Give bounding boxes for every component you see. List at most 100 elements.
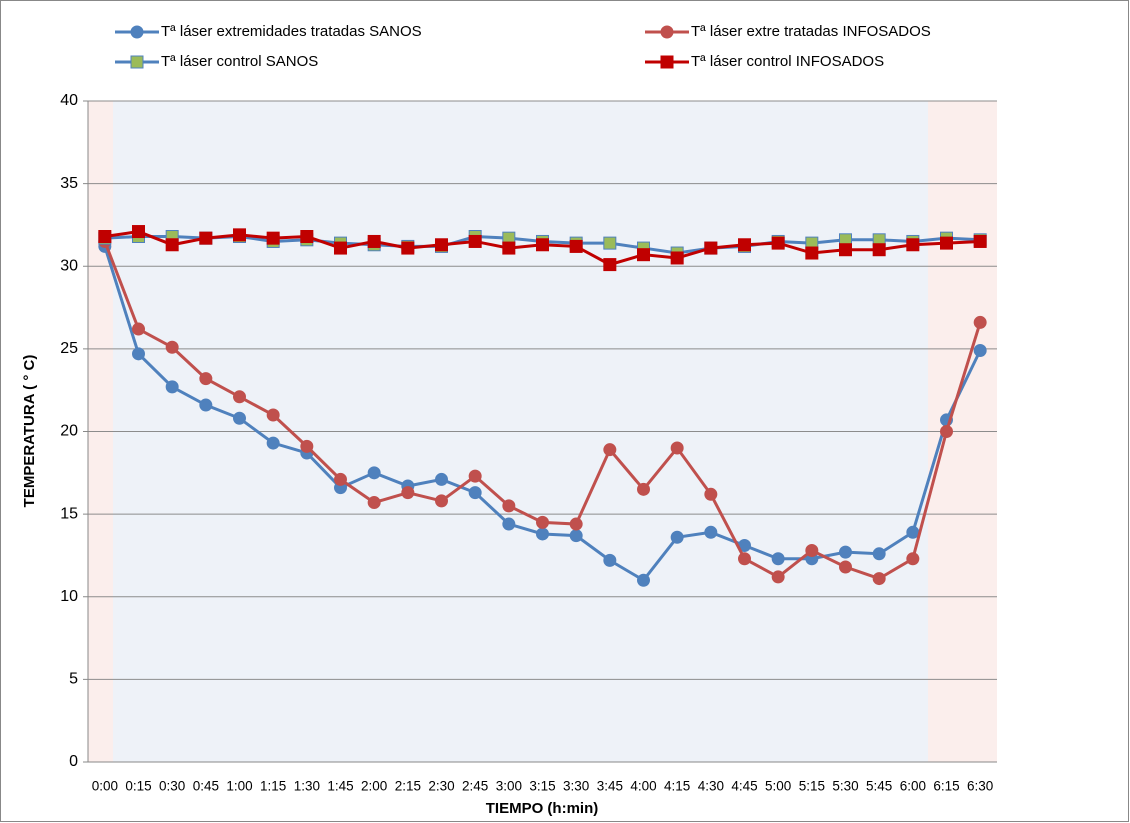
data-point (872, 547, 886, 561)
data-point (233, 390, 246, 404)
data-point (334, 241, 347, 255)
data-point (771, 236, 785, 250)
x-tick-label: 0:15 (125, 779, 151, 794)
data-point (165, 238, 179, 252)
x-tick-label: 4:00 (630, 779, 656, 794)
data-point (233, 228, 246, 242)
x-tick-label: 3:15 (529, 779, 555, 794)
data-point (805, 246, 819, 260)
x-tick-label: 1:30 (294, 779, 320, 794)
data-point (805, 543, 819, 557)
y-axis-title: TEMPERATURA ( ° C) (21, 355, 38, 508)
y-tick-label: 30 (60, 257, 78, 274)
data-point (266, 408, 280, 422)
data-point (536, 238, 549, 252)
data-point (199, 398, 213, 412)
data-point (839, 545, 852, 559)
data-point (98, 230, 112, 244)
data-point (906, 238, 920, 252)
data-point (670, 251, 684, 265)
legend-label: Tª láser control INFOSADOS (691, 53, 884, 70)
data-point (435, 238, 448, 252)
data-point (367, 466, 381, 480)
legend-marker (660, 25, 674, 39)
x-tick-label: 5:30 (832, 779, 858, 794)
data-point (637, 482, 650, 496)
data-point (132, 347, 145, 361)
x-tick-label: 6:00 (900, 779, 926, 794)
x-tick-label: 3:30 (563, 779, 589, 794)
data-point (199, 231, 213, 245)
legend-label: Tª láser extremidades tratadas SANOS (161, 23, 422, 40)
data-point (637, 248, 650, 262)
data-point (704, 525, 718, 539)
data-point (569, 529, 583, 543)
data-point (738, 552, 751, 566)
data-point (367, 234, 381, 248)
y-tick-label: 20 (60, 423, 78, 440)
data-point (199, 372, 213, 386)
data-point (435, 472, 448, 486)
x-tick-label: 1:45 (327, 779, 353, 794)
x-tick-label: 0:00 (92, 779, 118, 794)
legend-marker (660, 55, 674, 69)
x-tick-label: 3:45 (597, 779, 623, 794)
data-point (603, 236, 617, 250)
data-point (266, 231, 280, 245)
y-tick-label: 35 (60, 175, 78, 192)
x-tick-label: 5:45 (866, 779, 892, 794)
y-tick-label: 25 (60, 340, 78, 357)
data-point (872, 572, 886, 586)
data-point (704, 241, 718, 255)
data-point (670, 441, 684, 455)
data-point (165, 380, 179, 394)
data-point (670, 530, 684, 544)
legend-marker (130, 25, 144, 39)
data-point (940, 236, 953, 250)
data-point (603, 553, 617, 567)
x-tick-label: 1:00 (226, 779, 252, 794)
y-tick-label: 10 (60, 588, 78, 605)
y-tick-label: 15 (60, 505, 78, 522)
data-point (906, 552, 920, 566)
x-tick-label: 2:00 (361, 779, 387, 794)
data-point (940, 425, 953, 438)
y-tick-label: 40 (60, 92, 78, 109)
x-tick-label: 6:15 (933, 779, 959, 794)
data-point (233, 411, 246, 425)
data-point (973, 315, 987, 329)
data-point (502, 517, 516, 531)
legend-label: Tª láser control SANOS (161, 53, 318, 70)
data-point (165, 340, 179, 354)
data-point (973, 344, 987, 358)
data-point (468, 234, 482, 248)
data-point (973, 234, 987, 248)
data-point (906, 525, 920, 539)
y-tick-label: 5 (69, 671, 78, 688)
data-point (266, 436, 280, 450)
data-point (603, 443, 617, 457)
x-tick-label: 4:15 (664, 779, 690, 794)
data-point (637, 573, 650, 587)
data-point (603, 258, 617, 272)
data-point (502, 499, 516, 513)
x-tick-label: 3:00 (496, 779, 522, 794)
data-point (132, 322, 145, 336)
data-point (300, 230, 314, 244)
x-tick-label: 4:30 (698, 779, 724, 794)
y-tick-label: 0 (69, 753, 78, 770)
x-tick-label: 6:30 (967, 779, 993, 794)
data-point (435, 494, 448, 508)
data-point (839, 243, 852, 257)
data-point (401, 241, 415, 255)
data-point (468, 469, 482, 483)
data-point (738, 238, 751, 252)
x-tick-label: 1:15 (260, 779, 286, 794)
legend-label: Tª láser extre tratadas INFOSADOS (691, 23, 931, 40)
x-tick-label: 2:30 (428, 779, 454, 794)
data-point (334, 472, 347, 486)
x-tick-label: 5:15 (799, 779, 825, 794)
data-point (569, 239, 583, 253)
data-point (468, 486, 482, 500)
